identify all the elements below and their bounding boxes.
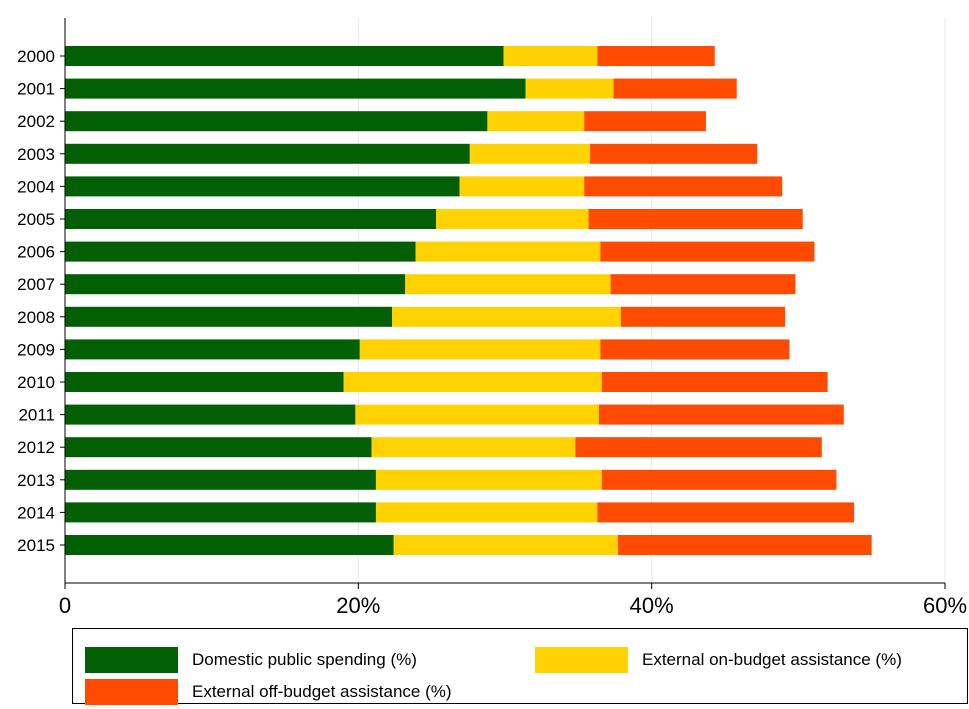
bar-2004-series-2 — [584, 176, 783, 197]
bar-2003-series-0 — [65, 143, 470, 164]
legend-item-domestic: Domestic public spending (%) — [85, 647, 417, 673]
bar-2005-series-2 — [588, 209, 803, 229]
bar-2002-series-2 — [584, 111, 706, 132]
bar-2004-series-1 — [459, 176, 585, 197]
bar-2007-series-0 — [65, 274, 406, 295]
bar-2011-series-2 — [598, 404, 844, 425]
y-tick-label-2000: 2000 — [17, 47, 55, 66]
gridlines — [357, 18, 946, 583]
y-tick-label-2014: 2014 — [17, 503, 55, 522]
bar-2015-series-2 — [617, 535, 872, 555]
axes — [60, 18, 946, 589]
bar-2000-series-0 — [65, 46, 504, 66]
bar-2006-series-0 — [65, 241, 416, 262]
y-tick-label-2004: 2004 — [17, 177, 55, 196]
y-tick-label-2005: 2005 — [17, 210, 55, 229]
bar-2002-series-0 — [65, 111, 488, 132]
legend: Domestic public spending (%) External on… — [72, 628, 968, 705]
bar-2008-series-2 — [620, 306, 786, 327]
bar-2014-series-2 — [597, 502, 855, 523]
bar-2014-series-1 — [375, 502, 598, 523]
bar-2012-series-1 — [371, 437, 576, 458]
bars — [65, 46, 872, 555]
legend-label-on-budget: External on-budget assistance (%) — [642, 650, 902, 669]
bar-2004-series-0 — [65, 176, 460, 197]
legend-item-off-budget: External off-budget assistance (%) — [85, 679, 452, 705]
bar-2005-series-0 — [65, 209, 437, 229]
legend-swatch-on-budget — [535, 647, 628, 673]
y-tick-label-2013: 2013 — [17, 471, 55, 490]
bar-2000-series-1 — [503, 46, 598, 66]
bar-2013-series-2 — [601, 469, 837, 490]
bar-2007-series-2 — [610, 274, 796, 295]
bar-2006-series-2 — [600, 241, 815, 262]
bar-2008-series-0 — [65, 306, 393, 327]
bar-2003-series-2 — [590, 143, 758, 164]
bar-2011-series-1 — [355, 404, 599, 425]
bar-2012-series-2 — [575, 437, 822, 458]
bar-2009-series-2 — [600, 339, 790, 360]
bar-2002-series-1 — [487, 111, 585, 132]
x-tick-label-2: 40% — [630, 593, 674, 618]
y-tick-label-2015: 2015 — [17, 536, 55, 555]
x-tick-label-1: 20% — [336, 593, 380, 618]
bar-2013-series-0 — [65, 469, 376, 490]
bar-2010-series-2 — [601, 372, 828, 392]
legend-swatch-off-budget — [85, 679, 178, 705]
bar-2007-series-1 — [405, 274, 611, 295]
y-tick-label-2007: 2007 — [17, 275, 55, 294]
y-tick-label-2008: 2008 — [17, 308, 55, 327]
legend-label-domestic: Domestic public spending (%) — [192, 650, 417, 669]
bar-2014-series-0 — [65, 502, 376, 523]
legend-label-off-budget: External off-budget assistance (%) — [192, 682, 452, 701]
bar-2010-series-0 — [65, 372, 344, 392]
legend-swatch-domestic — [85, 647, 178, 673]
bar-2012-series-0 — [65, 437, 372, 458]
bar-2015-series-0 — [65, 535, 394, 555]
bar-2003-series-1 — [469, 143, 591, 164]
y-tick-label-2003: 2003 — [17, 145, 55, 164]
stacked-bar-chart: 2000 2001 2002 2003 2004 2005 2006 2007 2008 2009… — [17, 18, 967, 618]
bar-2008-series-1 — [392, 306, 621, 327]
legend-item-on-budget: External on-budget assistance (%) — [535, 647, 902, 673]
bar-2009-series-0 — [65, 339, 360, 360]
bar-2013-series-1 — [375, 469, 602, 490]
bar-2015-series-1 — [393, 535, 618, 555]
bar-2001-series-1 — [525, 78, 614, 99]
bar-2005-series-1 — [436, 209, 589, 229]
y-tick-label-2006: 2006 — [17, 243, 55, 262]
bar-2010-series-1 — [343, 372, 602, 392]
bar-2009-series-1 — [359, 339, 601, 360]
bar-2006-series-1 — [415, 241, 601, 262]
y-tick-label-2010: 2010 — [17, 373, 55, 392]
y-tick-label-2011: 2011 — [18, 406, 55, 425]
x-tick-label-3: 60% — [923, 593, 967, 618]
y-tick-label-2002: 2002 — [17, 112, 55, 131]
x-tick-label-0: 0 — [59, 593, 71, 618]
y-tick-label-2001: 2001 — [17, 80, 55, 99]
bar-2001-series-2 — [613, 78, 737, 99]
bar-2011-series-0 — [65, 404, 356, 425]
y-tick-label-2009: 2009 — [17, 340, 55, 359]
y-tick-label-2012: 2012 — [17, 438, 55, 457]
tick-labels: 2000 2001 2002 2003 2004 2005 2006 2007 2008 2009… — [17, 47, 967, 618]
bar-2001-series-0 — [65, 78, 526, 99]
bar-2000-series-2 — [597, 46, 715, 66]
